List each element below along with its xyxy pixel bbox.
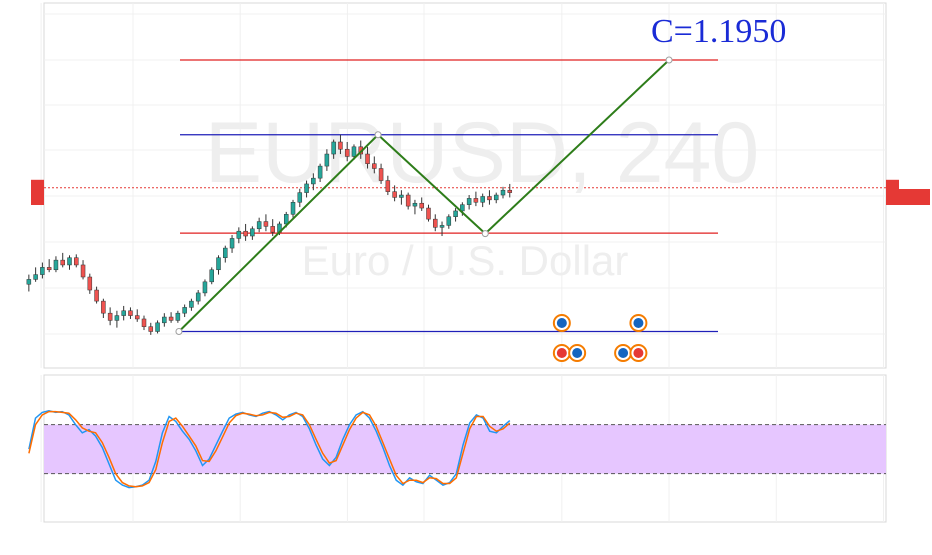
candle-body (209, 269, 214, 283)
us-flag-icon (556, 348, 567, 358)
stoch-band (44, 424, 886, 474)
candle-body (40, 267, 45, 275)
candle-body (162, 316, 167, 324)
candle-body (67, 257, 72, 266)
candle-body (134, 315, 140, 320)
wave-point (374, 131, 382, 139)
watermark-symbol: EURUSD, 240 (205, 105, 759, 201)
candle-body (263, 221, 269, 227)
candle-body (446, 216, 452, 226)
watermark-description: Euro / U.S. Dollar (302, 237, 629, 284)
candle-body (270, 226, 275, 233)
stoch-line-k (28, 410, 511, 489)
candle-body (155, 322, 160, 332)
candle-body (392, 191, 397, 198)
candle-body (94, 289, 99, 302)
candle-body (311, 177, 316, 185)
candle-body (175, 312, 181, 321)
candle-body (344, 148, 350, 157)
candle-body (236, 230, 242, 239)
candle-body (46, 267, 52, 271)
candle-body (114, 315, 120, 321)
eu-flag-icon (556, 318, 567, 328)
countdown-left-bg (31, 189, 44, 205)
candle-body (250, 228, 255, 237)
candle-body (168, 316, 174, 321)
candle-body (53, 259, 59, 271)
candle-body (60, 259, 65, 266)
candle-body (338, 141, 343, 150)
candle-body (372, 163, 377, 169)
wave-point (665, 56, 673, 64)
candle-body (189, 300, 194, 308)
candle-body (26, 279, 32, 285)
candle-body (33, 274, 38, 280)
candle-body (480, 196, 485, 203)
candle-body (128, 310, 133, 316)
candle-body (74, 257, 79, 266)
candle-body (433, 218, 438, 228)
candle-body (256, 221, 262, 230)
candle-body (141, 318, 147, 327)
candle-body (507, 189, 513, 193)
candle-body (493, 194, 499, 201)
candle-body (365, 153, 370, 164)
candle-body (87, 276, 93, 291)
candle-body (351, 146, 357, 157)
candle-body (121, 310, 126, 316)
target-annotation: C=1.1950 (651, 13, 786, 50)
candle-body (202, 281, 208, 294)
candle-body (195, 292, 201, 302)
candle-body (378, 168, 384, 181)
candle-body (182, 307, 187, 314)
candle-body (107, 312, 113, 321)
eu-flag-icon (618, 348, 629, 358)
axes (31, 179, 930, 205)
candle-body (148, 326, 154, 332)
candle-body (243, 230, 248, 237)
candle-body (426, 207, 431, 220)
stochastic-pane (28, 410, 886, 489)
candle-body (297, 192, 303, 203)
stoch-line-d (28, 410, 511, 488)
eu-flag-icon (572, 348, 583, 358)
candle-body (419, 202, 424, 209)
wave-path (178, 59, 670, 333)
candle-body (223, 247, 228, 258)
candle-body (101, 300, 106, 314)
candle-body (290, 202, 296, 215)
candle-body (487, 196, 492, 201)
candle-body (304, 183, 309, 193)
candle-body (399, 194, 404, 198)
candle-body (473, 198, 479, 203)
candlestick-series (26, 134, 513, 335)
countdown-right-bg (886, 189, 930, 205)
candle-body (412, 202, 418, 207)
candle-body (439, 225, 445, 228)
economic-events[interactable] (552, 314, 648, 362)
candle-body (460, 204, 465, 212)
wave-point (481, 230, 489, 238)
wave-point (175, 328, 183, 335)
candle-body (317, 165, 323, 179)
candle-body (331, 141, 336, 155)
candle-body (283, 214, 289, 225)
fibonacci-levels[interactable] (180, 59, 718, 333)
elliott-wave[interactable] (175, 56, 673, 335)
candle-body (229, 238, 235, 249)
candle-body (80, 264, 86, 278)
candle-body (466, 198, 472, 205)
watermark: EURUSD, 240 Euro / U.S. Dollar (205, 105, 759, 284)
candle-body (405, 194, 411, 207)
candle-body (385, 180, 391, 192)
candle-body (500, 189, 506, 196)
us-flag-icon (633, 348, 644, 358)
candle-body (216, 257, 221, 271)
candle-body (453, 210, 458, 217)
candle-body (324, 153, 330, 167)
eu-flag-icon (633, 318, 644, 328)
